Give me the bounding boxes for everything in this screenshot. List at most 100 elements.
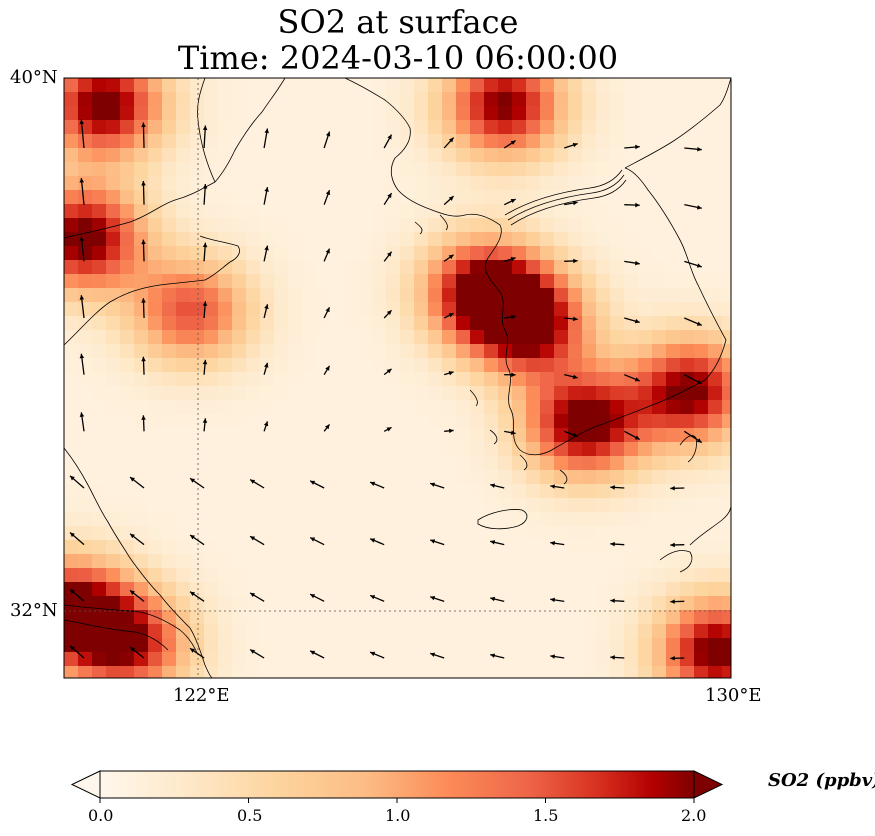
wind-arrow [503,198,516,206]
wind-arrow [249,479,265,489]
lat-label-32n: 32°N [10,600,58,621]
wind-arrow [670,656,685,661]
wind-arrow [429,652,445,659]
wind-arrow [684,260,702,268]
wind-arrow [141,356,146,375]
wind-arrow [503,140,516,149]
wind-arrow [624,317,640,324]
wind-arrow [564,430,578,438]
wind-arrow [249,592,265,602]
wind-arrow [369,651,385,659]
wind-arrow [189,591,205,602]
map-title: SO2 at surface [277,3,519,41]
wind-arrow [443,312,454,319]
wind-arrow [610,541,625,547]
wind-arrow [129,476,145,489]
wind-arrow [69,645,85,659]
map-timestamp: Time: 2024-03-10 06:00:00 [177,39,619,77]
wind-arrow [670,542,685,548]
wind-arrow [610,485,625,490]
wind-arrow [189,647,205,659]
wind-arrow [129,646,145,659]
wind-arrow [79,353,85,375]
wind-arrow [624,202,640,208]
wind-arrow [383,251,393,262]
wind-vectors [69,119,703,661]
wind-arrow [444,370,454,376]
wind-arrow [141,239,146,262]
wind-arrow [141,415,146,432]
colorbar-extend-high [693,770,724,799]
wind-arrow [383,192,393,206]
wind-arrow [490,596,505,602]
wind-arrow [490,483,505,489]
wind-arrow [670,486,685,491]
wind-arrow [79,295,85,319]
wind-arrow [263,186,269,205]
wind-arrow [443,137,455,149]
wind-arrow [684,317,703,326]
map-frame [63,77,732,679]
wind-arrow [610,655,625,660]
wind-arrow [684,146,702,152]
wind-arrow [564,374,578,380]
wind-arrow [564,142,578,149]
wind-arrow [69,531,85,546]
wind-arrow [249,535,265,546]
wind-arrow [202,242,208,262]
wind-arrow [309,593,325,602]
wind-arrow [263,421,269,432]
wind-arrow [202,125,208,149]
colorbar-tick-1: 0.5 [237,806,263,825]
wind-arrow [683,430,703,444]
lat-label-40n: 40°N [10,67,58,88]
wind-arrow [383,134,393,149]
wind-arrow [141,298,146,319]
wind-arrow [202,301,208,319]
wind-arrow [249,649,265,659]
colorbar-tick-4: 2.0 [681,806,707,825]
lon-label-130e: 130°E [705,685,762,706]
colorbar-label: SO2 (ppbv) [768,770,875,791]
wind-arrow [323,131,331,149]
gridlines [64,78,731,678]
wind-arrow [141,122,146,149]
colorbar-extend-low [70,770,101,799]
wind-arrow [309,480,325,489]
wind-arrow [550,597,565,603]
colorbar-gradient [100,771,694,798]
wind-arrow [564,316,578,322]
wind-arrow [323,248,331,262]
wind-arrow [323,189,331,205]
wind-arrow [202,184,208,205]
wind-arrow [263,362,269,375]
colorbar-tick-2: 1.0 [385,806,411,825]
wind-arrow [429,482,445,489]
wind-arrow [490,653,505,659]
wind-arrow [504,430,516,435]
wind-arrow [443,195,455,206]
wind-arrow [550,654,565,659]
wind-arrow [323,423,331,432]
wind-arrow [564,200,578,206]
wind-arrow [79,119,85,149]
wind-arrow [624,144,640,150]
coastlines [64,78,731,678]
wind-arrow [443,254,454,262]
wind-arrow [202,418,208,432]
wind-arrow [263,128,269,149]
wind-arrow [129,533,145,546]
wind-arrow [564,258,578,264]
colorbar-tick-3: 1.5 [533,806,559,825]
wind-arrow [383,368,392,376]
wind-arrow [129,589,145,602]
wind-arrow [670,599,685,604]
wind-arrow [369,481,385,489]
wind-arrow [309,650,325,659]
wind-arrow [610,598,625,604]
wind-arrow [550,484,565,489]
wind-arrow [504,314,516,320]
wind-arrow [684,204,702,210]
wind-arrow [623,430,641,441]
wind-arrow [504,372,516,378]
